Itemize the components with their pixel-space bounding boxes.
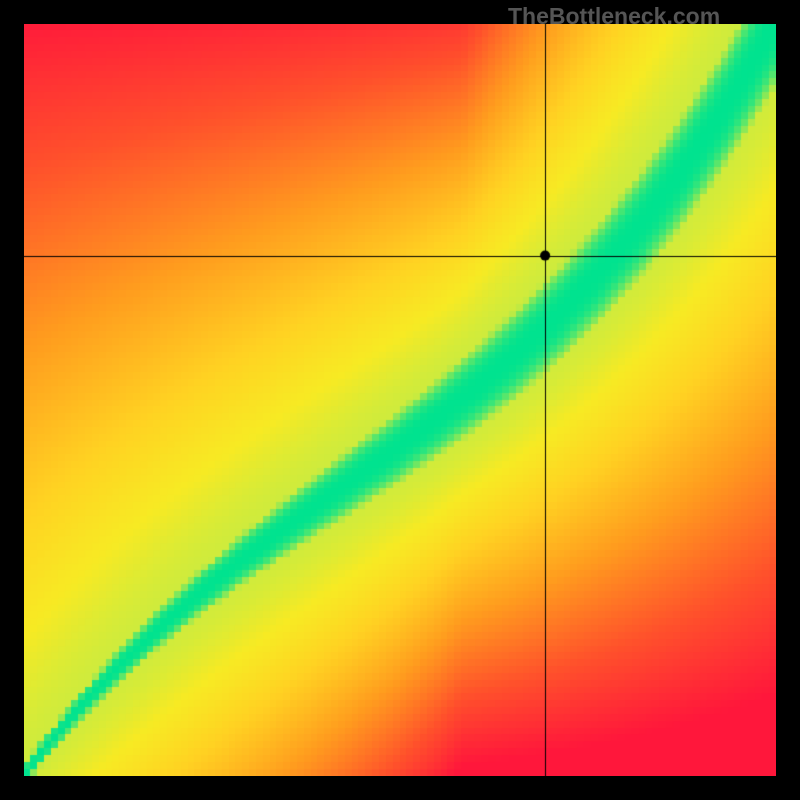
bottleneck-heatmap bbox=[24, 24, 776, 776]
chart-container: TheBottleneck.com bbox=[0, 0, 800, 800]
watermark-text: TheBottleneck.com bbox=[508, 3, 720, 30]
